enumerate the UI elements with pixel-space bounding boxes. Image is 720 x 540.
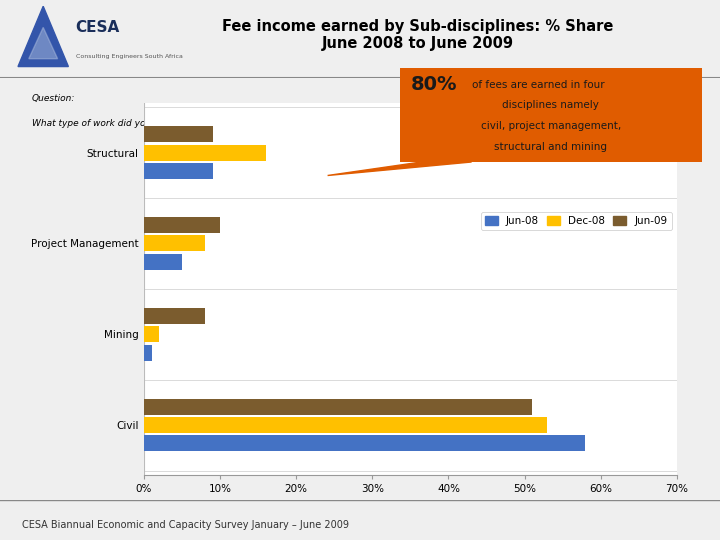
Bar (144, 235, 205, 252)
Text: CESA Biannual Economic and Capacity Survey January – June 2009: CESA Biannual Economic and Capacity Surv… (22, 519, 348, 530)
Text: Consulting Engineers South Africa: Consulting Engineers South Africa (76, 54, 182, 59)
Bar (144, 345, 152, 361)
Bar (144, 145, 266, 160)
Bar (144, 163, 212, 179)
Bar (144, 417, 547, 433)
FancyBboxPatch shape (400, 68, 702, 162)
Text: Question:: Question: (32, 93, 76, 103)
Bar (144, 126, 212, 143)
Text: structural and mining: structural and mining (495, 142, 607, 152)
Bar (144, 326, 159, 342)
Bar (144, 435, 585, 451)
Polygon shape (18, 6, 68, 66)
Text: What type of work did your company engage in during the past 6 months?: What type of work did your company engag… (32, 119, 370, 127)
Text: disciplines namely: disciplines namely (503, 100, 599, 110)
Polygon shape (328, 162, 472, 176)
Text: of fees are earned in four: of fees are earned in four (472, 79, 604, 90)
Text: 80%: 80% (410, 75, 457, 94)
Bar (144, 399, 532, 415)
Legend: Jun-08, Dec-08, Jun-09: Jun-08, Dec-08, Jun-09 (481, 212, 672, 231)
Bar (144, 254, 182, 269)
Text: Fee income earned by Sub-disciplines: % Share
June 2008 to June 2009: Fee income earned by Sub-disciplines: % … (222, 19, 613, 51)
Bar (144, 308, 205, 324)
Text: civil, project management,: civil, project management, (481, 121, 621, 131)
Text: CESA: CESA (76, 20, 120, 35)
Polygon shape (29, 28, 58, 59)
Bar (144, 217, 220, 233)
